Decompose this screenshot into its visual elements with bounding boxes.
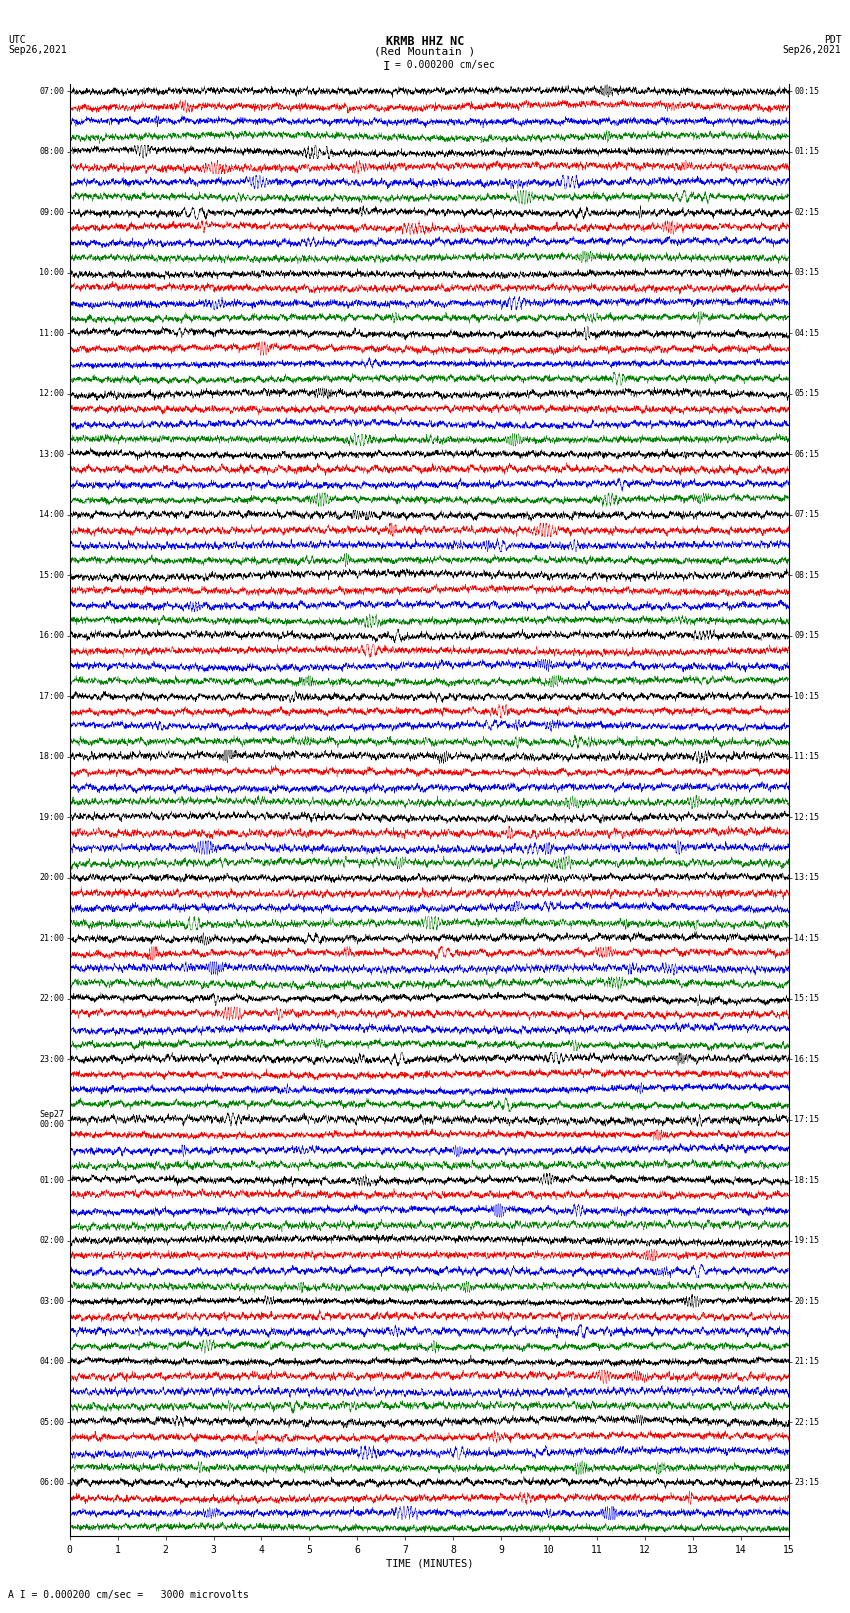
Text: I: I [383,60,390,73]
X-axis label: TIME (MINUTES): TIME (MINUTES) [386,1558,473,1569]
Text: Sep26,2021: Sep26,2021 [783,45,842,55]
Text: Sep26,2021: Sep26,2021 [8,45,67,55]
Text: = 0.000200 cm/sec: = 0.000200 cm/sec [395,60,495,69]
Text: A I = 0.000200 cm/sec =   3000 microvolts: A I = 0.000200 cm/sec = 3000 microvolts [8,1590,249,1600]
Text: (Red Mountain ): (Red Mountain ) [374,47,476,56]
Text: PDT: PDT [824,35,842,45]
Text: KRMB HHZ NC: KRMB HHZ NC [386,35,464,48]
Text: UTC: UTC [8,35,26,45]
